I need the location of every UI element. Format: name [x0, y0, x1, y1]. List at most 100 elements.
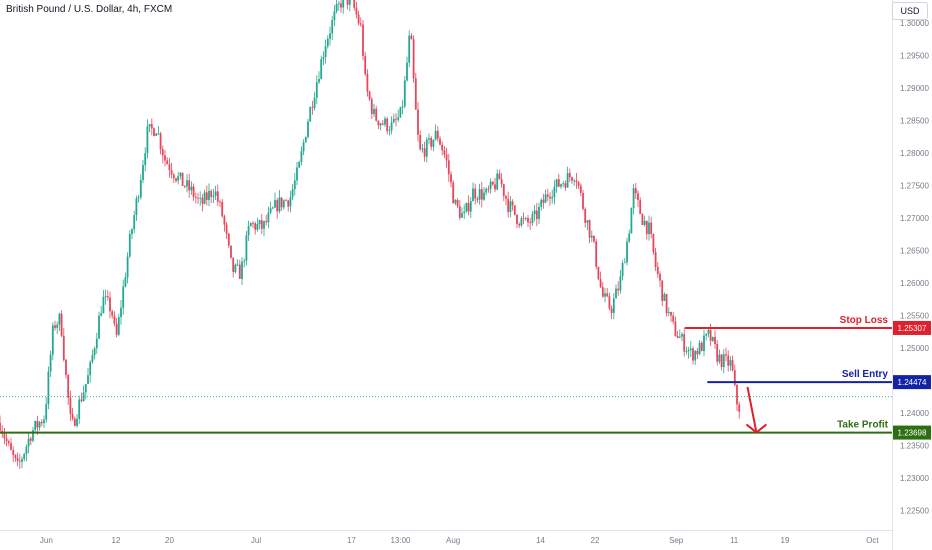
candle-body [390, 122, 393, 131]
candle-body [252, 223, 254, 224]
x-tick-label: 11 [730, 536, 739, 545]
down-arrow-head [745, 423, 768, 434]
candle-body [5, 438, 8, 442]
candle-body [216, 191, 219, 202]
candle-body [346, 0, 349, 5]
candle-body [16, 457, 19, 461]
candle-body [474, 188, 477, 199]
y-tick-label: 1.28500 [900, 116, 929, 125]
candle-body [324, 46, 327, 58]
candle-body [516, 214, 518, 225]
candle-body [670, 311, 672, 316]
candle-body [353, 0, 356, 8]
candle-body [43, 419, 45, 424]
candle-body [84, 384, 87, 393]
candle-body [315, 82, 318, 98]
y-tick-label: 1.28000 [900, 149, 929, 158]
candle-body [597, 266, 600, 280]
x-tick-label: 22 [591, 536, 600, 545]
candle-body [49, 354, 52, 372]
candle-body [716, 344, 719, 362]
candle-body [93, 348, 96, 355]
candle-body [362, 24, 364, 57]
candle-body [366, 73, 369, 92]
currency-label[interactable]: USD [892, 2, 928, 20]
candle-body [364, 56, 367, 74]
candle-body [623, 262, 626, 264]
candle-body [337, 3, 340, 5]
y-tick-label: 1.25000 [900, 344, 929, 353]
candle-body [36, 420, 39, 428]
candle-body [406, 62, 408, 81]
candle-body [91, 354, 94, 362]
candle-body [82, 392, 85, 401]
candle-body [34, 420, 37, 431]
candle-body [23, 453, 26, 460]
candle-body [282, 200, 285, 208]
candle-body [549, 196, 551, 199]
candle-body [170, 170, 173, 175]
candle-body [168, 164, 171, 171]
candle-body [450, 174, 452, 183]
candle-body [304, 137, 307, 143]
candle-body [577, 182, 580, 186]
y-tick-label: 1.30000 [900, 19, 929, 28]
x-tick-label: 14 [536, 536, 545, 545]
candle-body [342, 0, 345, 8]
candle-body [707, 329, 710, 334]
candle-body [38, 422, 41, 428]
candle-body [117, 317, 120, 335]
candle-body [78, 399, 81, 419]
candle-body [408, 35, 411, 63]
candle-body [126, 256, 129, 278]
candle-body [95, 338, 98, 349]
candle-body [56, 324, 59, 328]
candle-body [696, 350, 699, 355]
candle-body [188, 180, 191, 191]
candle-body [73, 418, 76, 426]
candle-body [500, 179, 503, 185]
candle-body [333, 11, 336, 21]
candle-body [588, 220, 591, 238]
candle-body [436, 130, 439, 139]
candle-body [452, 182, 455, 204]
candle-body [705, 333, 708, 336]
candle-body [192, 186, 195, 197]
candle-body [113, 315, 116, 324]
candle-body [463, 211, 466, 214]
candle-body [148, 124, 151, 127]
candle-body [21, 459, 23, 462]
candle-body [293, 180, 296, 190]
candle-body [639, 200, 642, 214]
candle-body [181, 172, 184, 186]
candle-body [626, 241, 628, 263]
candle-body [194, 196, 197, 198]
candle-body [522, 218, 525, 220]
candle-body [153, 128, 155, 136]
candle-body [208, 190, 210, 200]
candle-body [667, 311, 670, 314]
candle-body [714, 336, 716, 345]
candle-body [298, 162, 301, 168]
y-tick-label: 1.26000 [900, 279, 929, 288]
y-tick-label: 1.27000 [900, 214, 929, 223]
candle-body [685, 351, 688, 353]
candle-body [106, 296, 109, 298]
candle-body [542, 199, 545, 203]
candle-body [177, 176, 180, 181]
candle-body [131, 229, 133, 234]
candle-body [357, 14, 360, 24]
candle-body [214, 191, 217, 196]
candle-body [423, 148, 426, 157]
candle-body [540, 199, 543, 207]
candle-body [397, 117, 400, 120]
y-tick-label: 1.23000 [900, 474, 929, 483]
candle-body [637, 193, 639, 201]
candle-body [331, 20, 334, 34]
candle-body [322, 57, 325, 60]
candle-body [98, 315, 100, 339]
candle-body [377, 120, 380, 126]
candle-body [454, 200, 457, 204]
x-tick-label: Oct [866, 536, 879, 545]
